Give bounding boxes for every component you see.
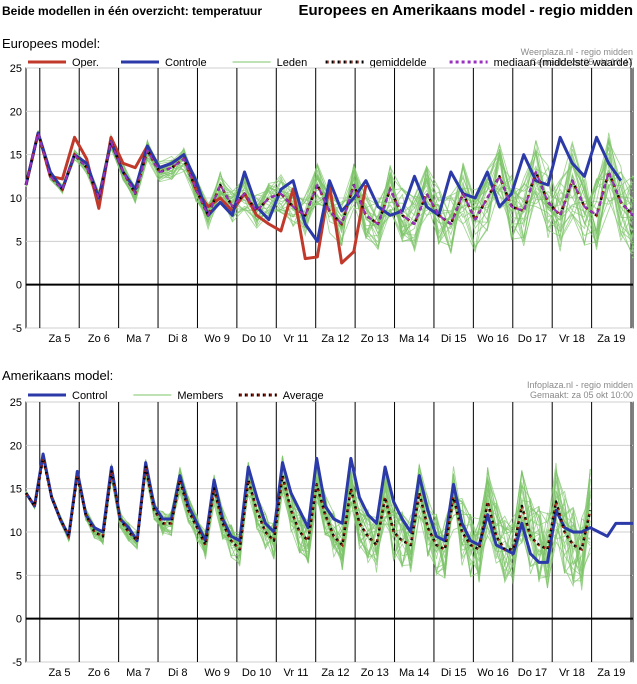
x-tick-label: Do 10 [242, 667, 271, 679]
x-tick-label: Do 10 [242, 333, 271, 345]
x-tick-label: Wo 9 [204, 667, 229, 679]
european-credit: Weerplaza.nl - regio midden Gemaakt: za … [521, 47, 633, 67]
legend-item-control: Control [28, 390, 107, 402]
y-tick-label: 5 [16, 570, 22, 582]
svg-text:Members: Members [177, 390, 223, 402]
x-tick-label: Ma 7 [126, 333, 150, 345]
svg-text:Leden: Leden [277, 57, 308, 69]
x-tick-label: Ma 14 [399, 667, 430, 679]
european-credit-line2: Gemaakt: za 05 okt 10:47 [529, 57, 633, 67]
legend-item-members: Leden [232, 57, 308, 69]
svg-text:Oper.: Oper. [72, 57, 99, 69]
y-tick-label: -5 [12, 323, 22, 335]
x-tick-label: Za 12 [321, 333, 349, 345]
x-tick-label: Vr 11 [283, 333, 308, 345]
header-right-title: Europees en Amerikaans model - regio mid… [298, 2, 633, 19]
y-tick-label: 0 [16, 614, 22, 626]
header-left-title: Beide modellen in één overzicht: tempera… [2, 4, 263, 18]
series-control [24, 452, 633, 564]
legend-item-average: Average [238, 390, 324, 402]
x-tick-label: Do 17 [518, 667, 547, 679]
y-tick-label: 10 [10, 527, 22, 539]
legend-item-median: mediaan (middelste waarde) [449, 57, 633, 69]
american-model-title: Amerikaans model: [2, 368, 114, 383]
y-tick-label: 5 [16, 236, 22, 248]
x-tick-label: Ma 14 [399, 333, 430, 345]
svg-text:Control: Control [72, 390, 107, 402]
x-tick-label: Di 8 [168, 333, 188, 345]
y-tick-label: 15 [10, 484, 22, 496]
x-tick-label: Za 5 [48, 333, 70, 345]
x-tick-label: Vr 18 [559, 333, 585, 345]
x-tick-label: Za 19 [597, 333, 625, 345]
member-line [25, 460, 591, 577]
legend-item-members: Members [133, 390, 224, 402]
member-line [25, 130, 634, 242]
y-tick-label: 25 [10, 63, 22, 75]
y-tick-label: -5 [12, 657, 22, 669]
american-credit-line2: Gemaakt: za 05 okt 10:00 [529, 390, 633, 400]
series-mediaan [25, 132, 634, 225]
x-tick-label: Zo 13 [361, 667, 389, 679]
x-tick-label: Do 17 [518, 333, 547, 345]
svg-text:Controle: Controle [165, 57, 207, 69]
european-credit-line1: Weerplaza.nl - regio midden [520, 47, 633, 57]
svg-text:Average: Average [283, 390, 324, 402]
european-model-title: Europees model: [2, 36, 101, 51]
y-tick-label: 25 [10, 397, 22, 409]
svg-text:mediaan (middelste waarde): mediaan (middelste waarde) [494, 57, 633, 69]
x-tick-label: Di 8 [168, 667, 188, 679]
american-credit: Infoplaza.nl - regio midden Gemaakt: za … [527, 380, 633, 400]
y-tick-label: 0 [16, 280, 22, 292]
x-tick-label: Wo 16 [477, 667, 509, 679]
svg-text:gemiddelde: gemiddelde [370, 57, 427, 69]
x-tick-label: Zo 13 [361, 333, 389, 345]
legend-item-average: gemiddelde [325, 57, 427, 69]
series-average [24, 457, 592, 551]
x-tick-label: Wo 9 [204, 333, 229, 345]
y-tick-label: 20 [10, 106, 22, 118]
x-tick-label: Vr 18 [559, 667, 585, 679]
series-oper [24, 131, 368, 265]
x-tick-label: Za 5 [48, 667, 70, 679]
y-tick-label: 15 [10, 150, 22, 162]
x-tick-label: Ma 7 [126, 667, 150, 679]
american-model-chart: Control Members Average -5 0 5 10 15 20 25 Za 5 Zo … [10, 390, 634, 679]
x-tick-label: Zo 6 [88, 667, 110, 679]
legend-item-oper: Oper. [28, 57, 99, 69]
x-tick-label: Za 12 [321, 667, 349, 679]
x-tick-label: Vr 11 [283, 667, 308, 679]
european-model-chart: Oper. Controle Leden gemiddelde mediaan (mid… [10, 57, 634, 345]
member-line [25, 132, 634, 252]
x-tick-label: Za 19 [597, 667, 625, 679]
x-tick-label: Zo 6 [88, 333, 110, 345]
y-tick-label: 10 [10, 193, 22, 205]
x-tick-label: Di 15 [441, 333, 467, 345]
american-credit-line1: Infoplaza.nl - regio midden [526, 380, 633, 390]
x-tick-label: Wo 16 [477, 333, 509, 345]
legend-item-control: Controle [121, 57, 207, 69]
x-tick-label: Di 15 [441, 667, 467, 679]
y-tick-label: 20 [10, 440, 22, 452]
